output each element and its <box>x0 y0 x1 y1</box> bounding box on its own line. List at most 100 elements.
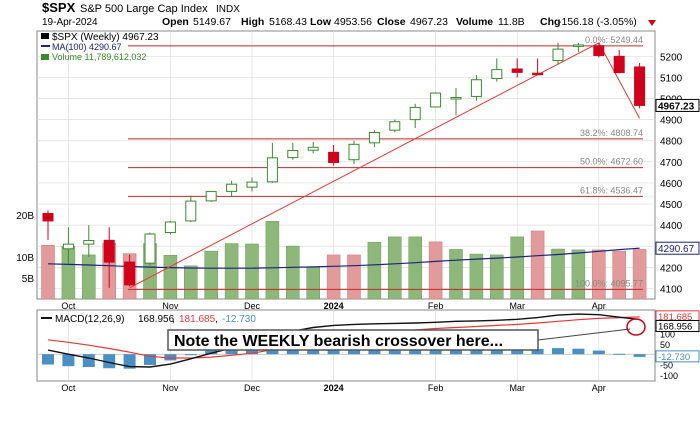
volume-bar <box>286 245 300 300</box>
fib-label: 38.2%: 4808.74 <box>580 128 643 138</box>
price-tick-label: 4100 <box>660 284 683 295</box>
ma100-line <box>47 247 640 269</box>
chg-value: -156.18 (-3.05%) <box>558 16 637 28</box>
trendlines <box>129 42 641 289</box>
macd-tick-label: 50 <box>660 340 670 350</box>
macd-histogram-bar <box>552 348 564 355</box>
price-axis: 4100420043004400450046004700480049005000… <box>660 52 683 295</box>
volume-bar <box>306 266 320 300</box>
trendline <box>598 42 641 119</box>
candle-body <box>328 151 340 163</box>
candle-body <box>42 213 54 222</box>
candle-body <box>572 44 584 47</box>
volume-bar <box>490 254 504 300</box>
macd-signal-value: 181.685 <box>179 314 216 325</box>
macd-separator-2: , <box>215 314 218 325</box>
price-tick-label: 4900 <box>660 116 683 127</box>
macd-histogram-bar <box>511 349 524 355</box>
fib-label: 61.8%: 4536.47 <box>580 185 643 195</box>
volume-bar <box>408 236 422 300</box>
macd-line <box>47 313 640 368</box>
last-price-label: 4967.23 <box>658 101 695 112</box>
macd-histogram-bar <box>429 348 442 355</box>
close-value: 4967.23 <box>410 16 448 28</box>
legend-volume: Volume 11,789,612,032 <box>52 52 146 62</box>
macd-histogram-bar <box>123 354 136 369</box>
last-ma-box <box>655 241 700 255</box>
macd-histogram-bar <box>633 354 646 357</box>
date: 19-Apr-2024 <box>42 17 98 28</box>
candle-body <box>83 240 95 245</box>
close-label: Close <box>377 16 406 28</box>
price-tick-label: 4600 <box>660 179 683 190</box>
volume-label: Volume <box>456 16 493 28</box>
price-tick-label: 4800 <box>660 137 683 148</box>
high-value: 5168.43 <box>269 16 307 28</box>
macd-time-tick-label: 2024 <box>324 383 344 393</box>
volume-bar <box>449 249 463 300</box>
macd-time-axis: Oct Nov Dec 2024 Feb Mar Apr <box>61 383 605 393</box>
candle-body <box>205 191 217 202</box>
macd-time-tick-label: Mar <box>509 383 525 393</box>
price-tick-label: 4500 <box>660 200 683 211</box>
time-tick-label: Apr <box>592 301 606 311</box>
candle-body <box>491 69 503 79</box>
last-value-labels: 4967.23 4290.67 <box>655 98 700 255</box>
candle-body <box>552 48 564 62</box>
candle-body <box>634 66 646 106</box>
volume-bar <box>592 249 606 300</box>
symbol: $SPX <box>42 0 76 15</box>
time-tick-label: Feb <box>428 301 444 311</box>
candles <box>42 42 646 288</box>
macd-histogram-bar <box>164 354 177 361</box>
low-value: 4953.56 <box>334 16 372 28</box>
chg-label: Chg <box>540 16 560 28</box>
annotation-callout: Note the WEEKLY bearish crossover here..… <box>167 318 646 351</box>
time-tick-label: 2024 <box>324 301 344 311</box>
price-tick-label: 4400 <box>660 221 683 232</box>
hist-last-label: -12.730 <box>658 352 690 363</box>
volume-value: 11.8B <box>498 16 525 28</box>
candle-body <box>430 92 442 108</box>
volume-bar <box>204 250 218 300</box>
candle-body <box>450 96 462 100</box>
hist-last-box <box>655 350 700 363</box>
volume-tick-label: 10B <box>16 253 34 264</box>
candle-body <box>613 55 625 74</box>
time-tick-label: Dec <box>244 301 261 311</box>
macd-hist-value: -12.730 <box>222 314 256 325</box>
volume-bar <box>163 255 178 300</box>
macd-histogram-bar <box>613 353 626 355</box>
candle-body <box>62 243 74 250</box>
candle-body <box>246 181 258 188</box>
macd-histogram-bar <box>572 348 585 355</box>
crossover-circle <box>626 318 646 336</box>
candle-body <box>226 183 238 192</box>
volume-bar <box>469 253 484 300</box>
candle-body <box>164 221 176 234</box>
candle-body <box>348 143 360 161</box>
volume-bar <box>571 249 586 300</box>
candle-body <box>266 157 278 183</box>
annotation-text: Note the WEEKLY bearish crossover here..… <box>174 333 503 350</box>
candle-body <box>307 146 319 151</box>
macd-value: 168.956 <box>138 314 175 325</box>
fib-label: 0.0%: 5249.44 <box>585 35 643 45</box>
volume-bar <box>428 241 443 300</box>
price-tick-label: 5100 <box>660 73 683 84</box>
macd-separator-1: , <box>172 314 175 325</box>
volume-tick-label: 20B <box>16 211 34 222</box>
legend-price: $SPX (Weekly) 4967.23 <box>52 32 159 43</box>
candle-body <box>389 121 401 131</box>
macd-tick-label: -100 <box>660 371 678 381</box>
macd-histogram-bar <box>103 354 116 369</box>
macd-time-tick-label: Apr <box>592 383 606 393</box>
macd-histogram-bar <box>205 350 218 355</box>
volume-bar <box>82 254 96 300</box>
macd-histogram-bar <box>490 349 503 355</box>
time-tick-label: Oct <box>61 301 76 311</box>
macd-histogram-bar <box>531 348 544 355</box>
time-axis: Oct Nov Dec 2024 Feb Mar Apr <box>61 301 605 311</box>
